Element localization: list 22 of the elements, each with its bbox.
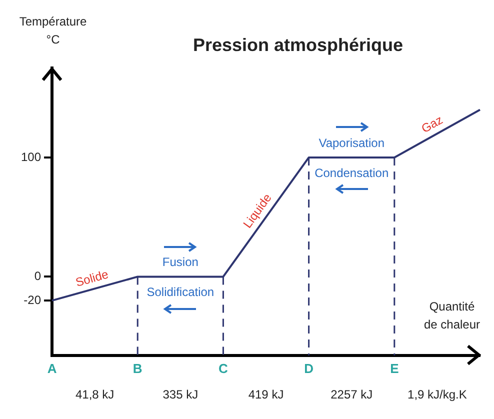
y-tick-label: -20	[24, 292, 42, 307]
annotation: Vaporisation	[318, 136, 385, 150]
annotation: Gaz	[418, 112, 446, 136]
x-axis-title: Quantité de chaleur	[424, 300, 480, 332]
text: 419 kJ	[248, 388, 284, 402]
x-tick-label: E	[390, 360, 400, 376]
text: 2257 kJ	[330, 388, 373, 402]
y-tick-label: 100	[20, 150, 42, 164]
x-tick-label: C	[218, 360, 229, 376]
annotation: Solide	[74, 267, 110, 290]
text: 1,9 kJ/kg.K	[408, 388, 467, 402]
chart-title: Pression atmosphérique	[192, 34, 404, 55]
x-tick-label: A	[47, 360, 58, 376]
annotation: Solidification	[146, 285, 214, 300]
text: 335 kJ	[162, 388, 198, 402]
text: 41,8 kJ	[75, 388, 114, 402]
annotation: Condensation	[314, 166, 389, 180]
y-axis-title: Température °C	[19, 14, 88, 46]
x-tick-label: D	[304, 360, 314, 376]
y-tick-label: 0	[34, 269, 42, 284]
annotation: Fusion	[162, 255, 198, 270]
x-tick-label: B	[132, 360, 142, 376]
